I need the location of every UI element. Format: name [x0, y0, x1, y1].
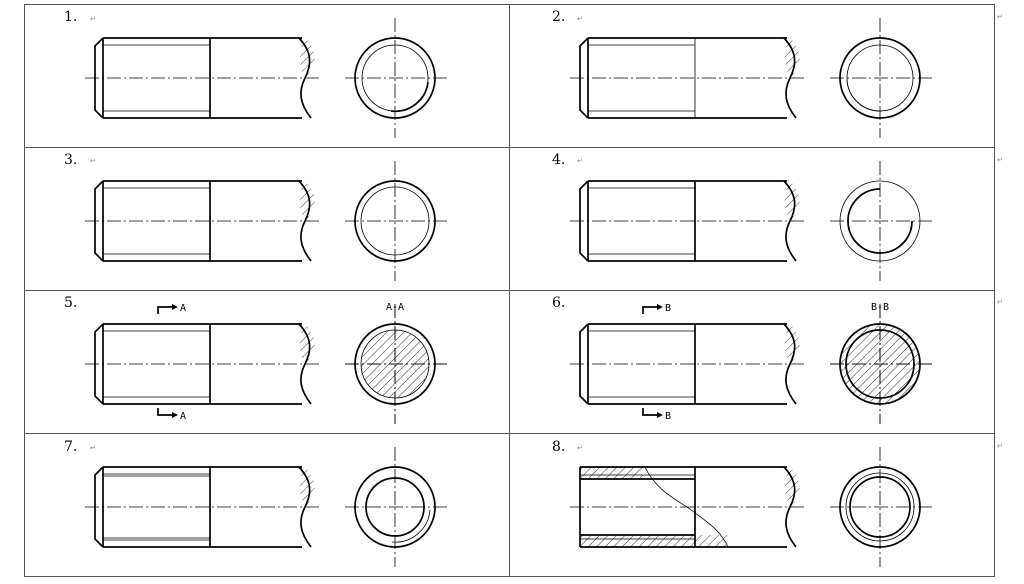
item-number-6: 6.: [552, 295, 566, 311]
partial-section-break: [644, 466, 729, 548]
drawing-cell-8: [570, 447, 935, 567]
row-end-mark: ↵: [997, 442, 1003, 450]
section-title: A-A: [386, 302, 404, 313]
break-hatch: [299, 38, 315, 78]
major-circle: [839, 180, 921, 262]
thread-arc: [391, 509, 431, 543]
drawing-cell-3: [85, 161, 450, 281]
bore-circle: [849, 476, 911, 538]
paragraph-mark: ↵: [90, 157, 96, 165]
paragraph-mark: ↵: [577, 444, 583, 452]
break-hatch: [299, 324, 315, 364]
section-hatch-bottom: [580, 535, 695, 547]
section-hatch-top: [580, 467, 643, 479]
table-grid: [24, 4, 995, 577]
section-hatch-corner: [695, 535, 729, 547]
drawing-cell-2: [570, 18, 935, 138]
thread-arc: [846, 79, 883, 112]
break-hatch: [784, 324, 800, 364]
minor-circle: [360, 186, 430, 256]
cutting-plane-top: [642, 306, 657, 314]
break-hatch: [784, 38, 800, 78]
major-circle: [839, 37, 921, 119]
item-number-2: 2.: [552, 9, 566, 25]
drawing-cell-5: A A A-A: [85, 302, 450, 424]
break-line-lower: [785, 506, 797, 548]
section-title: B-B: [871, 302, 889, 313]
row-end-mark: ↵: [997, 156, 1003, 164]
arrow-bottom: [172, 412, 178, 418]
arrow-top: [657, 304, 663, 310]
drawing-cell-7: [85, 447, 450, 567]
row-end-mark: ↵: [997, 13, 1003, 21]
row-end-mark: ↵: [997, 298, 1003, 306]
break-hatch: [784, 467, 800, 507]
paragraph-mark: ↵: [577, 15, 583, 23]
paragraph-mark: ↵: [90, 444, 96, 452]
cutting-plane-bottom: [642, 408, 657, 416]
major-circle: [839, 466, 921, 548]
section-letter-bottom: B: [665, 411, 671, 422]
paragraph-mark: ↵: [90, 15, 96, 23]
section-letter-top: B: [665, 303, 671, 314]
thread-arc: [390, 81, 429, 113]
drawing-cell-1: [85, 18, 450, 138]
drawing-cell-4: [570, 161, 935, 281]
item-number-5: 5.: [64, 295, 78, 311]
thread-circle: [845, 472, 915, 542]
section-letter-bottom: A: [180, 411, 186, 422]
arrow-top: [172, 304, 178, 310]
thread-three-quarter-arc: [847, 188, 913, 254]
major-circle: [354, 180, 436, 262]
section-letter-top: A: [180, 303, 186, 314]
item-number-3: 3.: [64, 152, 78, 168]
break-hatch: [299, 181, 315, 221]
cutting-plane-top: [157, 306, 172, 314]
item-number-8: 8.: [552, 439, 566, 455]
bore-circle: [365, 477, 425, 537]
item-number-4: 4.: [552, 152, 566, 168]
item-number-1: 1.: [64, 9, 78, 25]
major-circle: [354, 37, 436, 119]
arrow-bottom: [657, 412, 663, 418]
paragraph-mark: ↵: [577, 157, 583, 165]
major-circle: [354, 466, 436, 548]
break-hatch: [299, 467, 315, 507]
break-hatch: [784, 181, 800, 221]
drawing-cell-6: B B B-B: [570, 302, 935, 424]
item-number-7: 7.: [64, 439, 78, 455]
cutting-plane-bottom: [157, 408, 172, 416]
